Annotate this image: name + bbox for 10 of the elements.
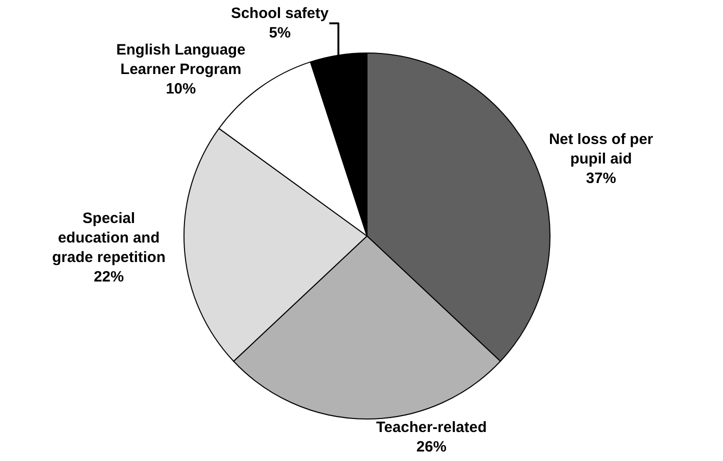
slice-label: School safety: [231, 5, 330, 22]
slice-label: Teacher-related: [376, 419, 487, 436]
data-label: 37%: [586, 170, 616, 187]
slice-label: English Language Learner Program: [116, 42, 246, 78]
slice-label: Special education and grade repetition: [52, 210, 166, 266]
data-label: 22%: [94, 268, 124, 286]
data-label: 10%: [166, 80, 196, 98]
slice-label: Net loss of per pupil aid: [548, 130, 654, 168]
data-label: 26%: [416, 438, 446, 456]
data-label: 5%: [268, 24, 291, 42]
